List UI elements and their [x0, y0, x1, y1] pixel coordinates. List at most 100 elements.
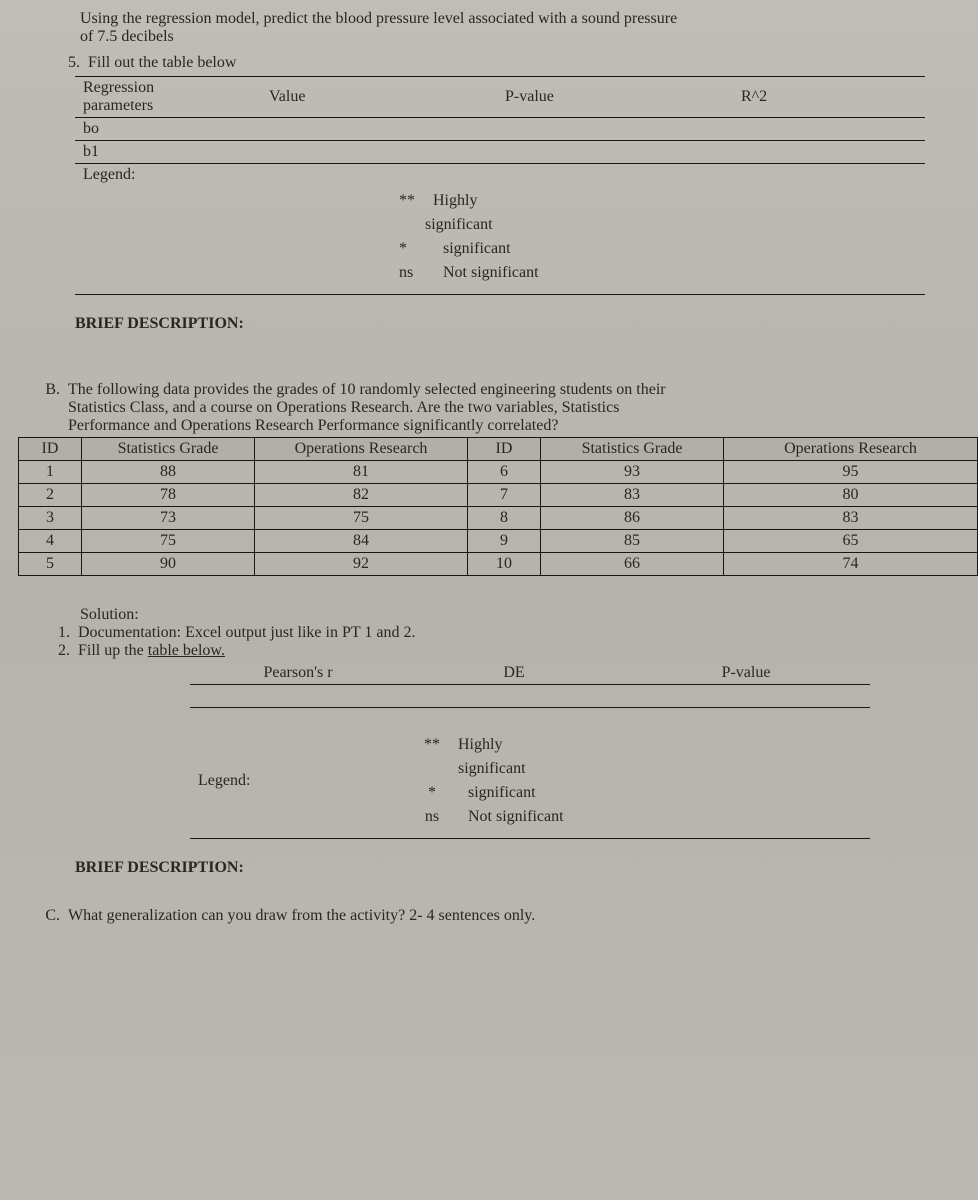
sol2b: table below. [148, 642, 225, 659]
pearson-val2[interactable] [406, 685, 622, 708]
cell: 83 [724, 507, 978, 530]
legend2-txt3: Not significant [450, 806, 572, 828]
th-ops-1: Operations Research [255, 438, 468, 461]
sol1-num: 1. [30, 624, 78, 642]
reg-h4: R^2 [733, 77, 925, 118]
solution-label: Solution: [80, 606, 968, 624]
reg-b1-pvalue[interactable] [497, 141, 733, 164]
legend2-sym2: * [416, 782, 448, 804]
legend2-txt1b: significant [450, 758, 572, 780]
cell: 74 [724, 553, 978, 576]
reg-bo-value[interactable] [261, 118, 497, 141]
sol1-text: Documentation: Excel output just like in… [78, 624, 958, 642]
regression-table: Regression parameters Value P-value R^2 … [75, 76, 925, 295]
reg-row-b1: b1 [75, 141, 261, 164]
pearson-val1[interactable] [190, 685, 406, 708]
cell: 86 [541, 507, 724, 530]
th-ops-2: Operations Research [724, 438, 978, 461]
cell: 88 [82, 461, 255, 484]
cell: 8 [468, 507, 541, 530]
sol2a: Fill up the [78, 642, 148, 659]
q4-line2: of 7.5 decibels [80, 28, 968, 46]
pearson-h1: Pearson's r [190, 662, 406, 685]
b-line3: Performance and Operations Research Perf… [68, 417, 958, 435]
reg-h1b: parameters [83, 97, 153, 114]
legend2-txt2: significant [450, 782, 572, 804]
sol2-text: Fill up the table below. [78, 642, 958, 660]
legend1-txt3: Not significant [425, 262, 547, 284]
b-letter: B. [20, 381, 68, 399]
reg-legend-label: Legend: [75, 164, 261, 187]
cell: 4 [19, 530, 82, 553]
legend2-txt1a: Highly [450, 734, 572, 756]
c-text: What generalization can you draw from th… [68, 907, 958, 925]
cell: 1 [19, 461, 82, 484]
cell: 5 [19, 553, 82, 576]
reg-h2: Value [261, 77, 497, 118]
sol2-num: 2. [30, 642, 78, 660]
legend1-txt2: significant [425, 238, 547, 260]
reg-h3: P-value [497, 77, 733, 118]
reg-b1-value[interactable] [261, 141, 497, 164]
pearson-table: Pearson's r DE P-value Legend: ** Highly [190, 662, 870, 839]
legend-table-1: ** Highly significant * significant ns N… [389, 188, 549, 286]
cell: 3 [19, 507, 82, 530]
pearson-h3: P-value [622, 662, 870, 685]
cell: 82 [255, 484, 468, 507]
cell: 81 [255, 461, 468, 484]
section-c: C. What generalization can you draw from… [20, 907, 958, 925]
brief-description-1: BRIEF DESCRIPTION: [75, 315, 968, 333]
sol-2: 2. Fill up the table below. [30, 642, 958, 660]
section-b: B. The following data provides the grade… [20, 381, 958, 435]
reg-h1a: Regression [83, 79, 154, 96]
reg-bo-pvalue[interactable] [497, 118, 733, 141]
reg-bo-r2[interactable] [733, 118, 925, 141]
cell: 75 [255, 507, 468, 530]
legend1-txt1a: Highly [425, 190, 547, 212]
cell: 6 [468, 461, 541, 484]
cell: 93 [541, 461, 724, 484]
cell: 66 [541, 553, 724, 576]
cell: 2 [19, 484, 82, 507]
q5-number: 5. [40, 54, 88, 72]
legend1-sym1: ** [391, 190, 423, 212]
table-row: 1 88 81 6 93 95 [19, 461, 978, 484]
b-line2: Statistics Class, and a course on Operat… [68, 399, 958, 417]
table-row: 2 78 82 7 83 80 [19, 484, 978, 507]
sol-1: 1. Documentation: Excel output just like… [30, 624, 958, 642]
table-row: 5 90 92 10 66 74 [19, 553, 978, 576]
th-stat-1: Statistics Grade [82, 438, 255, 461]
th-id-1: ID [19, 438, 82, 461]
table-row: 4 75 84 9 85 65 [19, 530, 978, 553]
q4-line1: Using the regression model, predict the … [80, 10, 968, 28]
c-letter: C. [20, 907, 68, 925]
cell: 80 [724, 484, 978, 507]
legend-table-2: ** Highly significant * significant ns N… [414, 732, 574, 830]
reg-row-bo: bo [75, 118, 261, 141]
q5-text: Fill out the table below [88, 54, 958, 72]
cell: 85 [541, 530, 724, 553]
legend2-sym3: ns [416, 806, 448, 828]
legend2-sym1: ** [416, 734, 448, 756]
pearson-h2: DE [406, 662, 622, 685]
cell: 10 [468, 553, 541, 576]
cell: 83 [541, 484, 724, 507]
table-row: 3 73 75 8 86 83 [19, 507, 978, 530]
reg-b1-r2[interactable] [733, 141, 925, 164]
legend1-sym3: ns [391, 262, 423, 284]
cell: 73 [82, 507, 255, 530]
legend2-label: Legend: [190, 730, 406, 832]
brief-description-2: BRIEF DESCRIPTION: [75, 859, 968, 877]
legend1-sym2: * [391, 238, 423, 260]
cell: 65 [724, 530, 978, 553]
cell: 9 [468, 530, 541, 553]
cell: 95 [724, 461, 978, 484]
pearson-val3[interactable] [622, 685, 870, 708]
cell: 75 [82, 530, 255, 553]
th-id-2: ID [468, 438, 541, 461]
q5: 5. Fill out the table below [40, 54, 958, 72]
cell: 84 [255, 530, 468, 553]
b-line1: The following data provides the grades o… [68, 381, 958, 399]
cell: 7 [468, 484, 541, 507]
legend1-txt1b: significant [425, 214, 547, 236]
